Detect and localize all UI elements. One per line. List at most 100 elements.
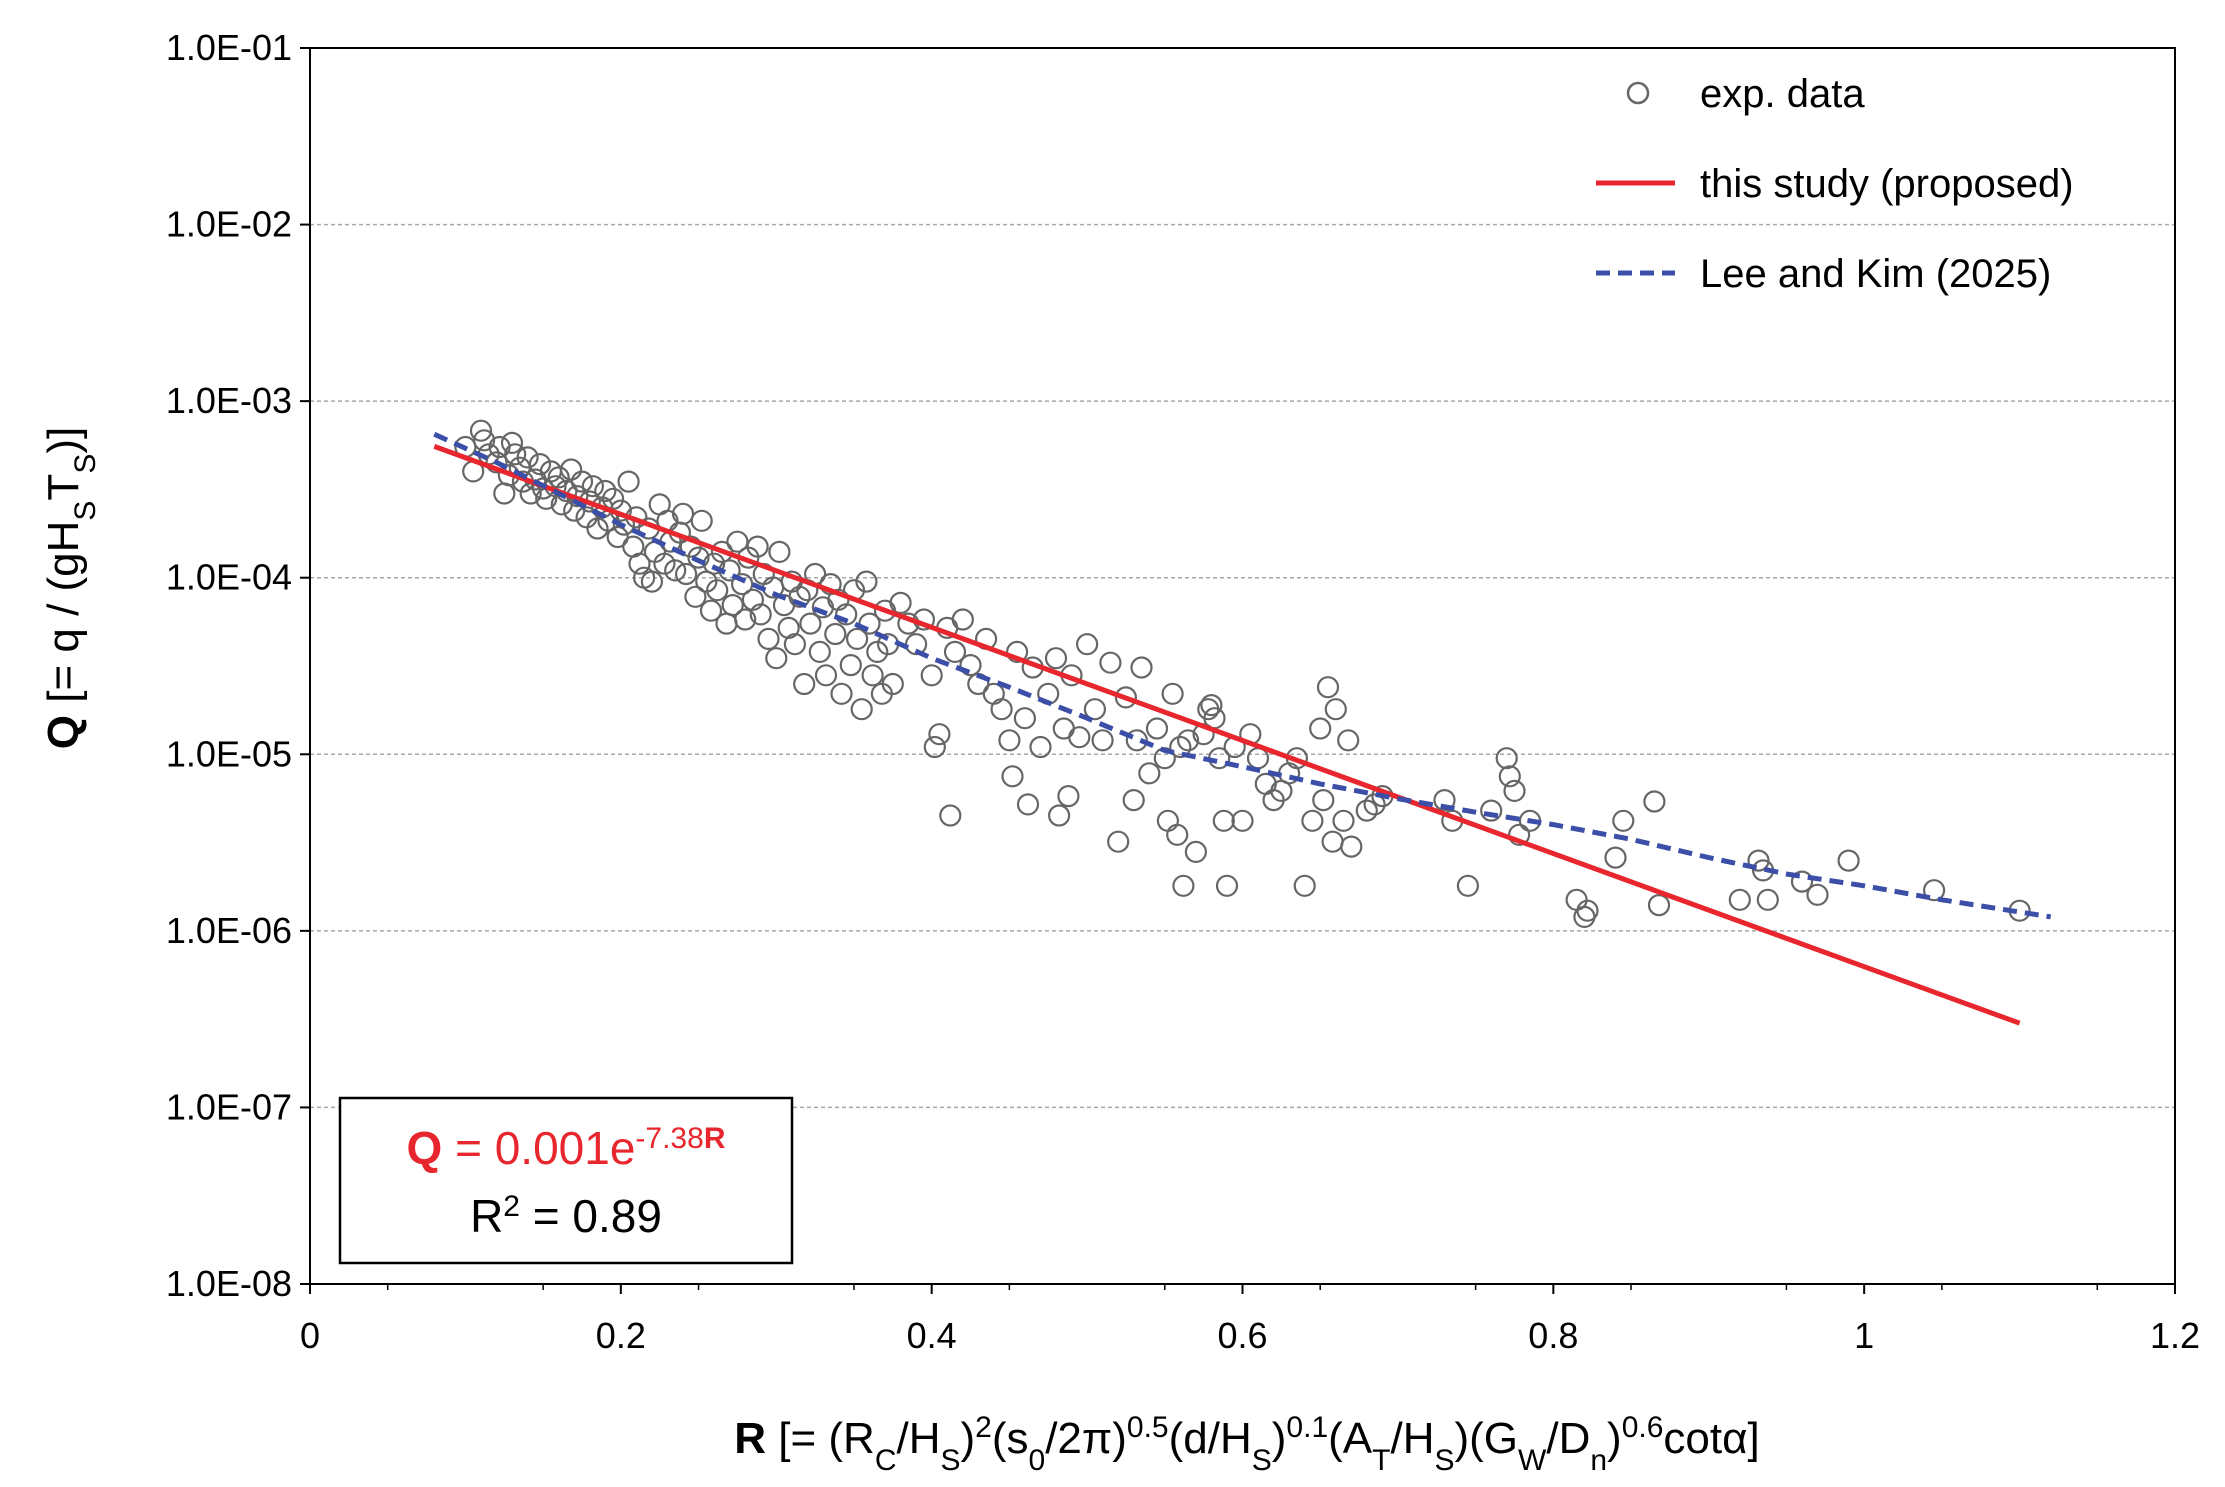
x-tick-label: 0	[300, 1315, 320, 1356]
y-axis-title-rest: [= q / (gHSTS)]	[39, 427, 102, 715]
y-tick-label: 1.0E-01	[166, 27, 292, 68]
equation-symbol: Q	[407, 1122, 443, 1174]
data-point	[1301, 809, 1324, 832]
legend-marker-exp-data	[1626, 81, 1650, 105]
data-point	[1756, 888, 1779, 911]
x-axis-symbol: R	[734, 1414, 766, 1463]
r2-sup: 2	[503, 1190, 520, 1223]
data-point	[504, 443, 527, 466]
y-tick-label: 1.0E-07	[166, 1086, 292, 1127]
data-point	[1231, 809, 1254, 832]
data-point	[674, 562, 698, 586]
data-point	[1016, 793, 1040, 816]
data-point	[516, 446, 539, 469]
data-point	[746, 535, 769, 558]
data-point	[845, 627, 869, 651]
data-point	[653, 552, 676, 575]
data-point	[1145, 717, 1169, 740]
data-point	[1790, 870, 1814, 893]
x-tick-label: 0.2	[596, 1315, 646, 1356]
data-point	[1044, 647, 1068, 670]
data-point	[1503, 779, 1526, 803]
x-tick-label: 0.6	[1217, 1315, 1267, 1356]
data-point	[939, 804, 962, 827]
data-point	[1643, 790, 1666, 813]
data-point	[1332, 809, 1355, 832]
data-point	[1083, 698, 1107, 721]
data-point	[594, 479, 617, 503]
y-axis-symbol: Q	[39, 715, 88, 749]
data-point	[928, 723, 951, 746]
data-point	[679, 535, 702, 558]
data-point	[1922, 879, 1946, 902]
data-point	[855, 570, 878, 593]
series-layer	[433, 431, 2052, 1026]
data-point	[1172, 874, 1195, 897]
data-point	[1363, 793, 1386, 816]
data-point	[1837, 849, 1860, 872]
x-axis-title: R [= (RC/HS)2(s0/2π)0.5(d/HS)0.1(AT/HS)(…	[734, 1411, 1760, 1477]
data-point	[749, 603, 772, 626]
data-point	[1125, 729, 1148, 752]
data-point	[586, 517, 609, 540]
data-point	[1057, 784, 1080, 808]
data-point	[1029, 735, 1052, 759]
data-point	[1068, 726, 1091, 749]
data-point	[1107, 830, 1130, 853]
data-point	[570, 470, 594, 493]
data-point	[861, 664, 884, 687]
data-point	[606, 525, 629, 549]
data-point	[664, 559, 687, 582]
data-point	[1099, 651, 1122, 674]
data-point	[730, 572, 754, 596]
r2-value: = 0.89	[520, 1190, 662, 1242]
data-point	[824, 622, 847, 646]
data-point	[1169, 735, 1192, 759]
x-tick-label: 0.4	[907, 1315, 957, 1356]
data-point	[1176, 729, 1200, 752]
x-tick-label: 1	[1854, 1315, 1874, 1356]
data-point	[799, 612, 822, 635]
data-point	[1747, 849, 1770, 872]
data-point	[493, 482, 516, 505]
data-point	[684, 585, 707, 608]
data-point	[982, 682, 1005, 705]
y-tick-label: 1.0E-03	[166, 380, 292, 421]
equation-body: = 0.001e	[442, 1122, 635, 1174]
data-point	[850, 698, 873, 721]
data-point	[1433, 788, 1456, 812]
data-point	[959, 653, 982, 677]
legend: exp. data this study (proposed) Lee and …	[1596, 72, 2074, 296]
data-point	[1138, 762, 1161, 785]
data-point	[830, 682, 853, 705]
data-point	[1156, 809, 1180, 832]
data-point	[808, 640, 831, 664]
series-line-lee-kim	[433, 431, 2052, 920]
equation-box-frame	[338, 1096, 794, 1265]
data-point	[1052, 717, 1075, 740]
r-squared-text: R2 = 0.89	[470, 1190, 662, 1243]
data-point	[721, 593, 744, 617]
data-point	[943, 640, 967, 664]
data-point	[788, 585, 811, 608]
data-point	[1001, 765, 1024, 788]
data-point	[951, 608, 974, 631]
data-point	[469, 419, 493, 442]
data-point	[687, 546, 710, 569]
data-point	[1047, 804, 1071, 827]
data-point	[710, 540, 734, 564]
x-tick-label: 1.2	[2150, 1315, 2200, 1356]
data-point	[1212, 809, 1235, 832]
data-point	[581, 475, 605, 498]
data-point	[1309, 717, 1332, 740]
data-point	[1215, 874, 1239, 897]
data-point	[1005, 640, 1029, 664]
r2-prefix: R	[470, 1190, 503, 1242]
data-point	[1200, 693, 1223, 717]
data-point	[1647, 893, 1671, 917]
data-point	[1456, 874, 1480, 897]
y-tick-label: 1.0E-02	[166, 204, 292, 245]
data-point	[998, 729, 1021, 752]
data-point	[1130, 656, 1153, 679]
